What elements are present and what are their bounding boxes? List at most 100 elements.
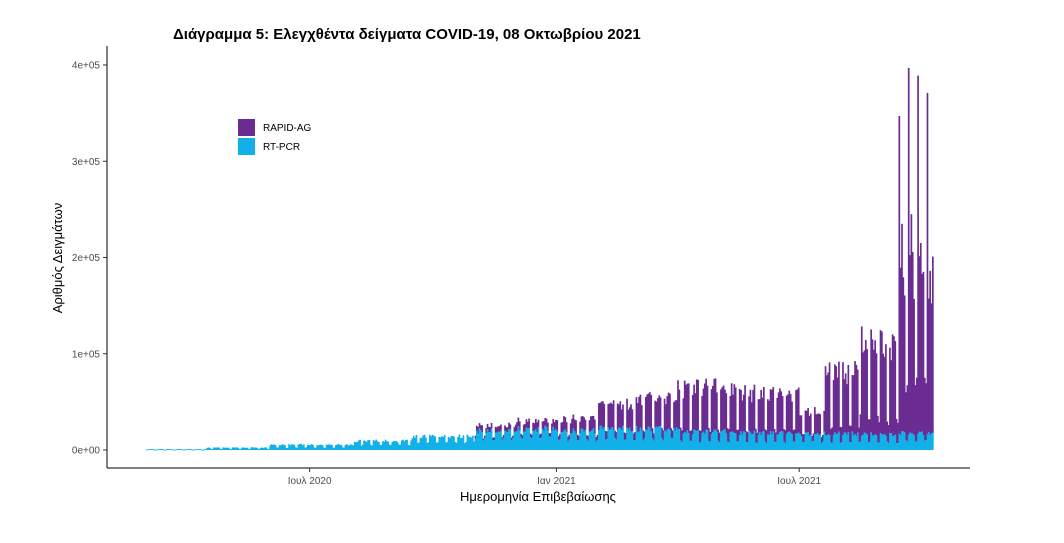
bar-rapid-ag bbox=[899, 267, 902, 436]
bar-rt-pcr bbox=[899, 435, 902, 450]
bar-rt-pcr bbox=[686, 430, 689, 450]
bar-rt-pcr bbox=[300, 443, 302, 450]
bar-rt-pcr bbox=[335, 444, 337, 450]
bar-rt-pcr bbox=[695, 430, 698, 450]
bar-rt-pcr bbox=[414, 437, 416, 450]
bar-rt-pcr bbox=[280, 445, 282, 450]
bar-rt-pcr bbox=[557, 440, 560, 450]
bar-rt-pcr bbox=[171, 449, 174, 451]
bar-rt-pcr bbox=[877, 442, 879, 450]
bar-rt-pcr bbox=[402, 439, 404, 450]
rt-pcr-bars bbox=[146, 425, 934, 451]
bar-rapid-ag bbox=[820, 437, 823, 444]
bar-rt-pcr bbox=[902, 431, 905, 450]
bar-rt-pcr bbox=[152, 449, 155, 451]
bar-rt-pcr bbox=[819, 434, 822, 450]
bar-rt-pcr bbox=[572, 428, 575, 450]
bar-rt-pcr bbox=[822, 441, 824, 450]
bar-rapid-ag bbox=[642, 430, 644, 441]
bar-rt-pcr bbox=[457, 437, 459, 450]
bar-rt-pcr bbox=[812, 441, 815, 450]
bar-rt-pcr bbox=[174, 449, 176, 451]
bar-rt-pcr bbox=[575, 433, 577, 450]
bar-rapid-ag bbox=[561, 421, 564, 433]
bar-rt-pcr bbox=[466, 434, 469, 450]
bar-rt-pcr bbox=[442, 436, 445, 450]
bar-rt-pcr bbox=[827, 434, 830, 450]
bar-rapid-ag bbox=[646, 394, 648, 430]
bar-rapid-ag bbox=[815, 414, 817, 435]
bar-rapid-ag bbox=[587, 435, 589, 441]
bar-rt-pcr bbox=[496, 432, 498, 450]
bar-rt-pcr bbox=[517, 426, 520, 450]
bar-rapid-ag bbox=[492, 437, 494, 441]
bar-rt-pcr bbox=[796, 433, 799, 450]
bar-rt-pcr bbox=[571, 433, 573, 450]
bar-rt-pcr bbox=[847, 432, 850, 450]
bar-rapid-ag bbox=[722, 385, 725, 430]
bar-rt-pcr bbox=[710, 433, 713, 450]
bar-rt-pcr bbox=[199, 449, 202, 450]
bar-rt-pcr bbox=[479, 430, 482, 450]
bar-rapid-ag bbox=[640, 405, 643, 431]
bar-rt-pcr bbox=[532, 431, 534, 450]
bar-rt-pcr bbox=[434, 436, 437, 450]
bar-rapid-ag bbox=[780, 391, 783, 432]
bar-rt-pcr bbox=[585, 439, 588, 450]
bar-rt-pcr bbox=[353, 441, 356, 450]
bar-rt-pcr bbox=[309, 445, 312, 450]
bar-rapid-ag bbox=[784, 430, 787, 444]
bar-rt-pcr bbox=[446, 441, 449, 450]
bar-rapid-ag bbox=[604, 430, 607, 440]
bar-rt-pcr bbox=[478, 428, 481, 450]
bar-rt-pcr bbox=[610, 428, 612, 450]
bar-rt-pcr bbox=[800, 435, 803, 450]
bar-rapid-ag bbox=[701, 396, 703, 434]
bar-rt-pcr bbox=[622, 425, 624, 450]
bar-rapid-ag bbox=[632, 433, 635, 441]
bar-rapid-ag bbox=[831, 427, 834, 443]
bar-rt-pcr bbox=[615, 439, 618, 450]
bar-rapid-ag bbox=[797, 387, 800, 433]
bar-rt-pcr bbox=[742, 431, 745, 450]
bar-rapid-ag bbox=[800, 415, 803, 436]
bar-rt-pcr bbox=[846, 434, 848, 450]
bar-rt-pcr bbox=[602, 428, 604, 450]
bar-rt-pcr bbox=[808, 435, 811, 450]
bar-rt-pcr bbox=[889, 433, 891, 450]
bar-rt-pcr bbox=[306, 445, 309, 450]
bar-rt-pcr bbox=[190, 449, 192, 450]
bar-rt-pcr bbox=[708, 440, 710, 450]
y-axis-title: Αριθμός Δειγμάτων bbox=[50, 203, 65, 314]
bar-rt-pcr bbox=[677, 429, 679, 450]
bar-rapid-ag bbox=[893, 336, 895, 437]
bar-rt-pcr bbox=[313, 447, 316, 450]
bar-rt-pcr bbox=[403, 441, 406, 450]
bar-rapid-ag bbox=[479, 425, 482, 431]
bar-rt-pcr bbox=[927, 431, 930, 450]
bar-rt-pcr bbox=[589, 431, 592, 450]
y-tick-label: 4e+05 bbox=[72, 61, 101, 72]
bar-rt-pcr bbox=[391, 442, 394, 450]
bar-rapid-ag bbox=[710, 389, 713, 434]
bar-rt-pcr bbox=[486, 428, 489, 450]
bar-rt-pcr bbox=[198, 449, 200, 451]
bar-rt-pcr bbox=[433, 435, 435, 450]
bar-rt-pcr bbox=[862, 435, 864, 450]
bar-rt-pcr bbox=[693, 429, 695, 450]
bar-rt-pcr bbox=[288, 444, 290, 450]
bar-rapid-ag bbox=[718, 432, 721, 443]
bar-rapid-ag bbox=[506, 427, 509, 433]
bar-rt-pcr bbox=[304, 447, 306, 450]
bar-rt-pcr bbox=[255, 447, 258, 450]
bar-rt-pcr bbox=[209, 447, 211, 450]
bar-rt-pcr bbox=[905, 440, 907, 450]
bar-rapid-ag bbox=[738, 388, 741, 436]
bar-rt-pcr bbox=[378, 441, 380, 450]
bar-rt-pcr bbox=[498, 432, 501, 450]
bar-rapid-ag bbox=[560, 422, 563, 433]
bar-rt-pcr bbox=[308, 444, 310, 450]
bar-rt-pcr bbox=[922, 435, 925, 450]
bar-rapid-ag bbox=[534, 418, 537, 430]
